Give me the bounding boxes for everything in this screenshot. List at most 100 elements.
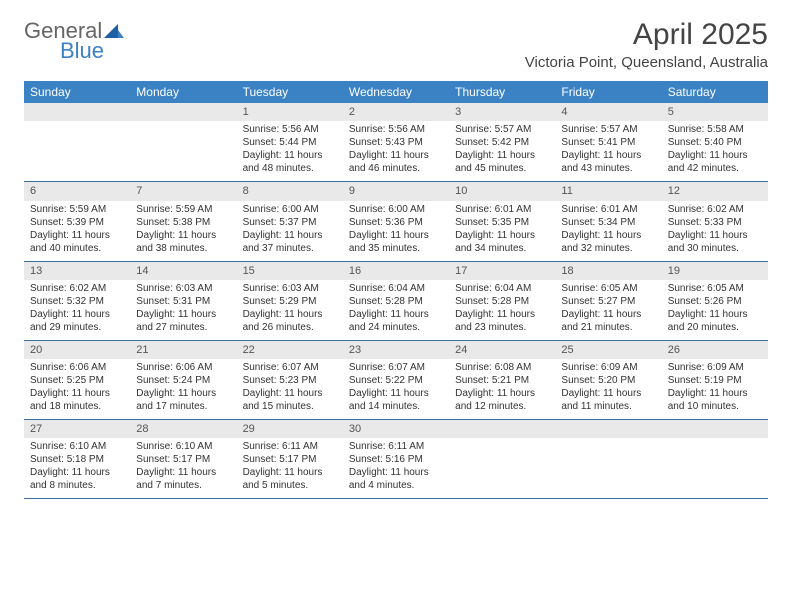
day-cell — [555, 420, 661, 498]
sunset-text: Sunset: 5:35 PM — [455, 216, 549, 229]
day-number: 25 — [555, 341, 661, 359]
day-number: 27 — [24, 420, 130, 438]
day-number: 6 — [24, 182, 130, 200]
sunrise-text: Sunrise: 6:06 AM — [136, 361, 230, 374]
sunrise-text: Sunrise: 6:09 AM — [668, 361, 762, 374]
day-body: Sunrise: 6:10 AMSunset: 5:18 PMDaylight:… — [24, 438, 130, 498]
daylight-text: Daylight: 11 hours and 20 minutes. — [668, 308, 762, 334]
day-body: Sunrise: 5:57 AMSunset: 5:42 PMDaylight:… — [449, 121, 555, 181]
sunset-text: Sunset: 5:23 PM — [243, 374, 337, 387]
sunset-text: Sunset: 5:33 PM — [668, 216, 762, 229]
day-cell: 18Sunrise: 6:05 AMSunset: 5:27 PMDayligh… — [555, 262, 661, 340]
day-cell: 30Sunrise: 6:11 AMSunset: 5:16 PMDayligh… — [343, 420, 449, 498]
day-number — [555, 420, 661, 438]
sunrise-text: Sunrise: 6:11 AM — [349, 440, 443, 453]
sunrise-text: Sunrise: 6:06 AM — [30, 361, 124, 374]
sunrise-text: Sunrise: 6:03 AM — [136, 282, 230, 295]
daylight-text: Daylight: 11 hours and 18 minutes. — [30, 387, 124, 413]
day-body — [449, 438, 555, 496]
day-body — [24, 121, 130, 179]
day-body: Sunrise: 6:04 AMSunset: 5:28 PMDaylight:… — [343, 280, 449, 340]
sunset-text: Sunset: 5:20 PM — [561, 374, 655, 387]
daylight-text: Daylight: 11 hours and 11 minutes. — [561, 387, 655, 413]
day-cell: 6 Sunrise: 5:59 AMSunset: 5:39 PMDaylight… — [24, 182, 130, 260]
day-number: 17 — [449, 262, 555, 280]
sunset-text: Sunset: 5:42 PM — [455, 136, 549, 149]
daylight-text: Daylight: 11 hours and 34 minutes. — [455, 229, 549, 255]
sunrise-text: Sunrise: 6:04 AM — [349, 282, 443, 295]
daylight-text: Daylight: 11 hours and 23 minutes. — [455, 308, 549, 334]
day-body: Sunrise: 6:10 AMSunset: 5:17 PMDaylight:… — [130, 438, 236, 498]
sunset-text: Sunset: 5:29 PM — [243, 295, 337, 308]
day-number: 1 — [237, 103, 343, 121]
weekday-header: Monday — [130, 81, 236, 103]
day-body — [662, 438, 768, 496]
brand-logo: General Blue — [24, 18, 134, 66]
daylight-text: Daylight: 11 hours and 40 minutes. — [30, 229, 124, 255]
day-cell: 16Sunrise: 6:04 AMSunset: 5:28 PMDayligh… — [343, 262, 449, 340]
sunrise-text: Sunrise: 6:04 AM — [455, 282, 549, 295]
day-number: 15 — [237, 262, 343, 280]
day-cell: 29Sunrise: 6:11 AMSunset: 5:17 PMDayligh… — [237, 420, 343, 498]
day-number: 23 — [343, 341, 449, 359]
sunset-text: Sunset: 5:32 PM — [30, 295, 124, 308]
day-body: Sunrise: 6:02 AMSunset: 5:32 PMDaylight:… — [24, 280, 130, 340]
sunset-text: Sunset: 5:19 PM — [668, 374, 762, 387]
daylight-text: Daylight: 11 hours and 15 minutes. — [243, 387, 337, 413]
day-cell: 26Sunrise: 6:09 AMSunset: 5:19 PMDayligh… — [662, 341, 768, 419]
sunset-text: Sunset: 5:41 PM — [561, 136, 655, 149]
day-cell: 12Sunrise: 6:02 AMSunset: 5:33 PMDayligh… — [662, 182, 768, 260]
day-number: 30 — [343, 420, 449, 438]
sunrise-text: Sunrise: 5:59 AM — [136, 203, 230, 216]
sunset-text: Sunset: 5:17 PM — [136, 453, 230, 466]
day-body: Sunrise: 5:59 AMSunset: 5:38 PMDaylight:… — [130, 201, 236, 261]
sunrise-text: Sunrise: 5:57 AM — [561, 123, 655, 136]
day-cell: 10Sunrise: 6:01 AMSunset: 5:35 PMDayligh… — [449, 182, 555, 260]
day-number: 22 — [237, 341, 343, 359]
day-body — [555, 438, 661, 496]
daylight-text: Daylight: 11 hours and 29 minutes. — [30, 308, 124, 334]
sunrise-text: Sunrise: 5:57 AM — [455, 123, 549, 136]
day-cell: 5Sunrise: 5:58 AMSunset: 5:40 PMDaylight… — [662, 103, 768, 181]
daylight-text: Daylight: 11 hours and 38 minutes. — [136, 229, 230, 255]
sunrise-text: Sunrise: 6:00 AM — [243, 203, 337, 216]
sunset-text: Sunset: 5:17 PM — [243, 453, 337, 466]
day-cell: 13Sunrise: 6:02 AMSunset: 5:32 PMDayligh… — [24, 262, 130, 340]
day-cell: 17Sunrise: 6:04 AMSunset: 5:28 PMDayligh… — [449, 262, 555, 340]
day-number: 8 — [237, 182, 343, 200]
weekday-header: Sunday — [24, 81, 130, 103]
weeks-container: 1Sunrise: 5:56 AMSunset: 5:44 PMDaylight… — [24, 103, 768, 499]
week-row: 1Sunrise: 5:56 AMSunset: 5:44 PMDaylight… — [24, 103, 768, 182]
sunrise-text: Sunrise: 5:56 AM — [243, 123, 337, 136]
day-number: 29 — [237, 420, 343, 438]
day-body: Sunrise: 6:03 AMSunset: 5:29 PMDaylight:… — [237, 280, 343, 340]
day-number: 12 — [662, 182, 768, 200]
day-number: 9 — [343, 182, 449, 200]
day-number: 19 — [662, 262, 768, 280]
day-cell: 21Sunrise: 6:06 AMSunset: 5:24 PMDayligh… — [130, 341, 236, 419]
daylight-text: Daylight: 11 hours and 45 minutes. — [455, 149, 549, 175]
weekday-header: Thursday — [449, 81, 555, 103]
day-number: 21 — [130, 341, 236, 359]
sunrise-text: Sunrise: 6:10 AM — [30, 440, 124, 453]
sunrise-text: Sunrise: 6:09 AM — [561, 361, 655, 374]
day-body: Sunrise: 5:56 AMSunset: 5:44 PMDaylight:… — [237, 121, 343, 181]
day-number: 20 — [24, 341, 130, 359]
sunrise-text: Sunrise: 5:59 AM — [30, 203, 124, 216]
sunrise-text: Sunrise: 6:01 AM — [561, 203, 655, 216]
day-cell: 25 Sunrise: 6:09 AMSunset: 5:20 PMDayligh… — [555, 341, 661, 419]
sunset-text: Sunset: 5:39 PM — [30, 216, 124, 229]
daylight-text: Daylight: 11 hours and 26 minutes. — [243, 308, 337, 334]
day-number: 16 — [343, 262, 449, 280]
daylight-text: Daylight: 11 hours and 10 minutes. — [668, 387, 762, 413]
sunset-text: Sunset: 5:34 PM — [561, 216, 655, 229]
day-body: Sunrise: 6:05 AMSunset: 5:27 PMDaylight:… — [555, 280, 661, 340]
daylight-text: Daylight: 11 hours and 42 minutes. — [668, 149, 762, 175]
day-cell — [449, 420, 555, 498]
sunset-text: Sunset: 5:44 PM — [243, 136, 337, 149]
sunset-text: Sunset: 5:16 PM — [349, 453, 443, 466]
day-number — [24, 103, 130, 121]
sunset-text: Sunset: 5:38 PM — [136, 216, 230, 229]
daylight-text: Daylight: 11 hours and 7 minutes. — [136, 466, 230, 492]
weekday-header: Wednesday — [343, 81, 449, 103]
